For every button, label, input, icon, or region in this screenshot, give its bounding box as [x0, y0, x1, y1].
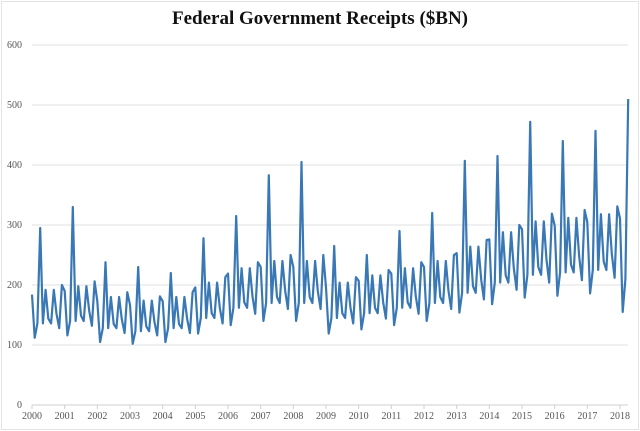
x-tick-label: 2009 — [316, 411, 336, 422]
x-tick-label: 2002 — [87, 411, 107, 422]
y-tick-label: 200 — [7, 280, 22, 291]
x-tick-label: 2000 — [22, 411, 42, 422]
x-axis-ticks: 2000 2001 2002 2003 2004 2005 2006 2007 2008 2009… — [22, 405, 630, 422]
y-tick-label: 600 — [7, 40, 22, 51]
x-tick-label: 2014 — [479, 411, 499, 422]
x-tick-label: 2010 — [349, 411, 369, 422]
y-tick-label: 0 — [17, 400, 22, 411]
x-tick-label: 2004 — [153, 411, 173, 422]
x-tick-label: 2003 — [120, 411, 140, 422]
y-axis-ticks: 0 100 200 300 400 500 600 — [7, 40, 22, 411]
x-tick-label: 2018 — [610, 411, 630, 422]
gridlines — [32, 44, 628, 406]
y-tick-label: 300 — [7, 220, 22, 231]
x-tick-label: 2013 — [447, 411, 467, 422]
series-line — [30, 98, 630, 345]
x-tick-label: 2006 — [218, 411, 238, 422]
x-tick-label: 2015 — [512, 411, 532, 422]
y-tick-label: 500 — [7, 100, 22, 111]
x-tick-label: 2011 — [382, 411, 402, 422]
x-tick-label: 2007 — [251, 411, 271, 422]
x-tick-label: 2008 — [283, 411, 303, 422]
x-tick-label: 2005 — [185, 411, 205, 422]
x-tick-label: 2001 — [55, 411, 75, 422]
x-tick-label: 2012 — [414, 411, 434, 422]
x-tick-label: 2017 — [577, 411, 597, 422]
chart-title: Federal Government Receipts ($BN) — [171, 8, 468, 29]
y-tick-label: 100 — [7, 340, 22, 351]
x-tick-label: 2016 — [545, 411, 565, 422]
y-tick-label: 400 — [7, 160, 22, 171]
series-group — [30, 98, 630, 345]
